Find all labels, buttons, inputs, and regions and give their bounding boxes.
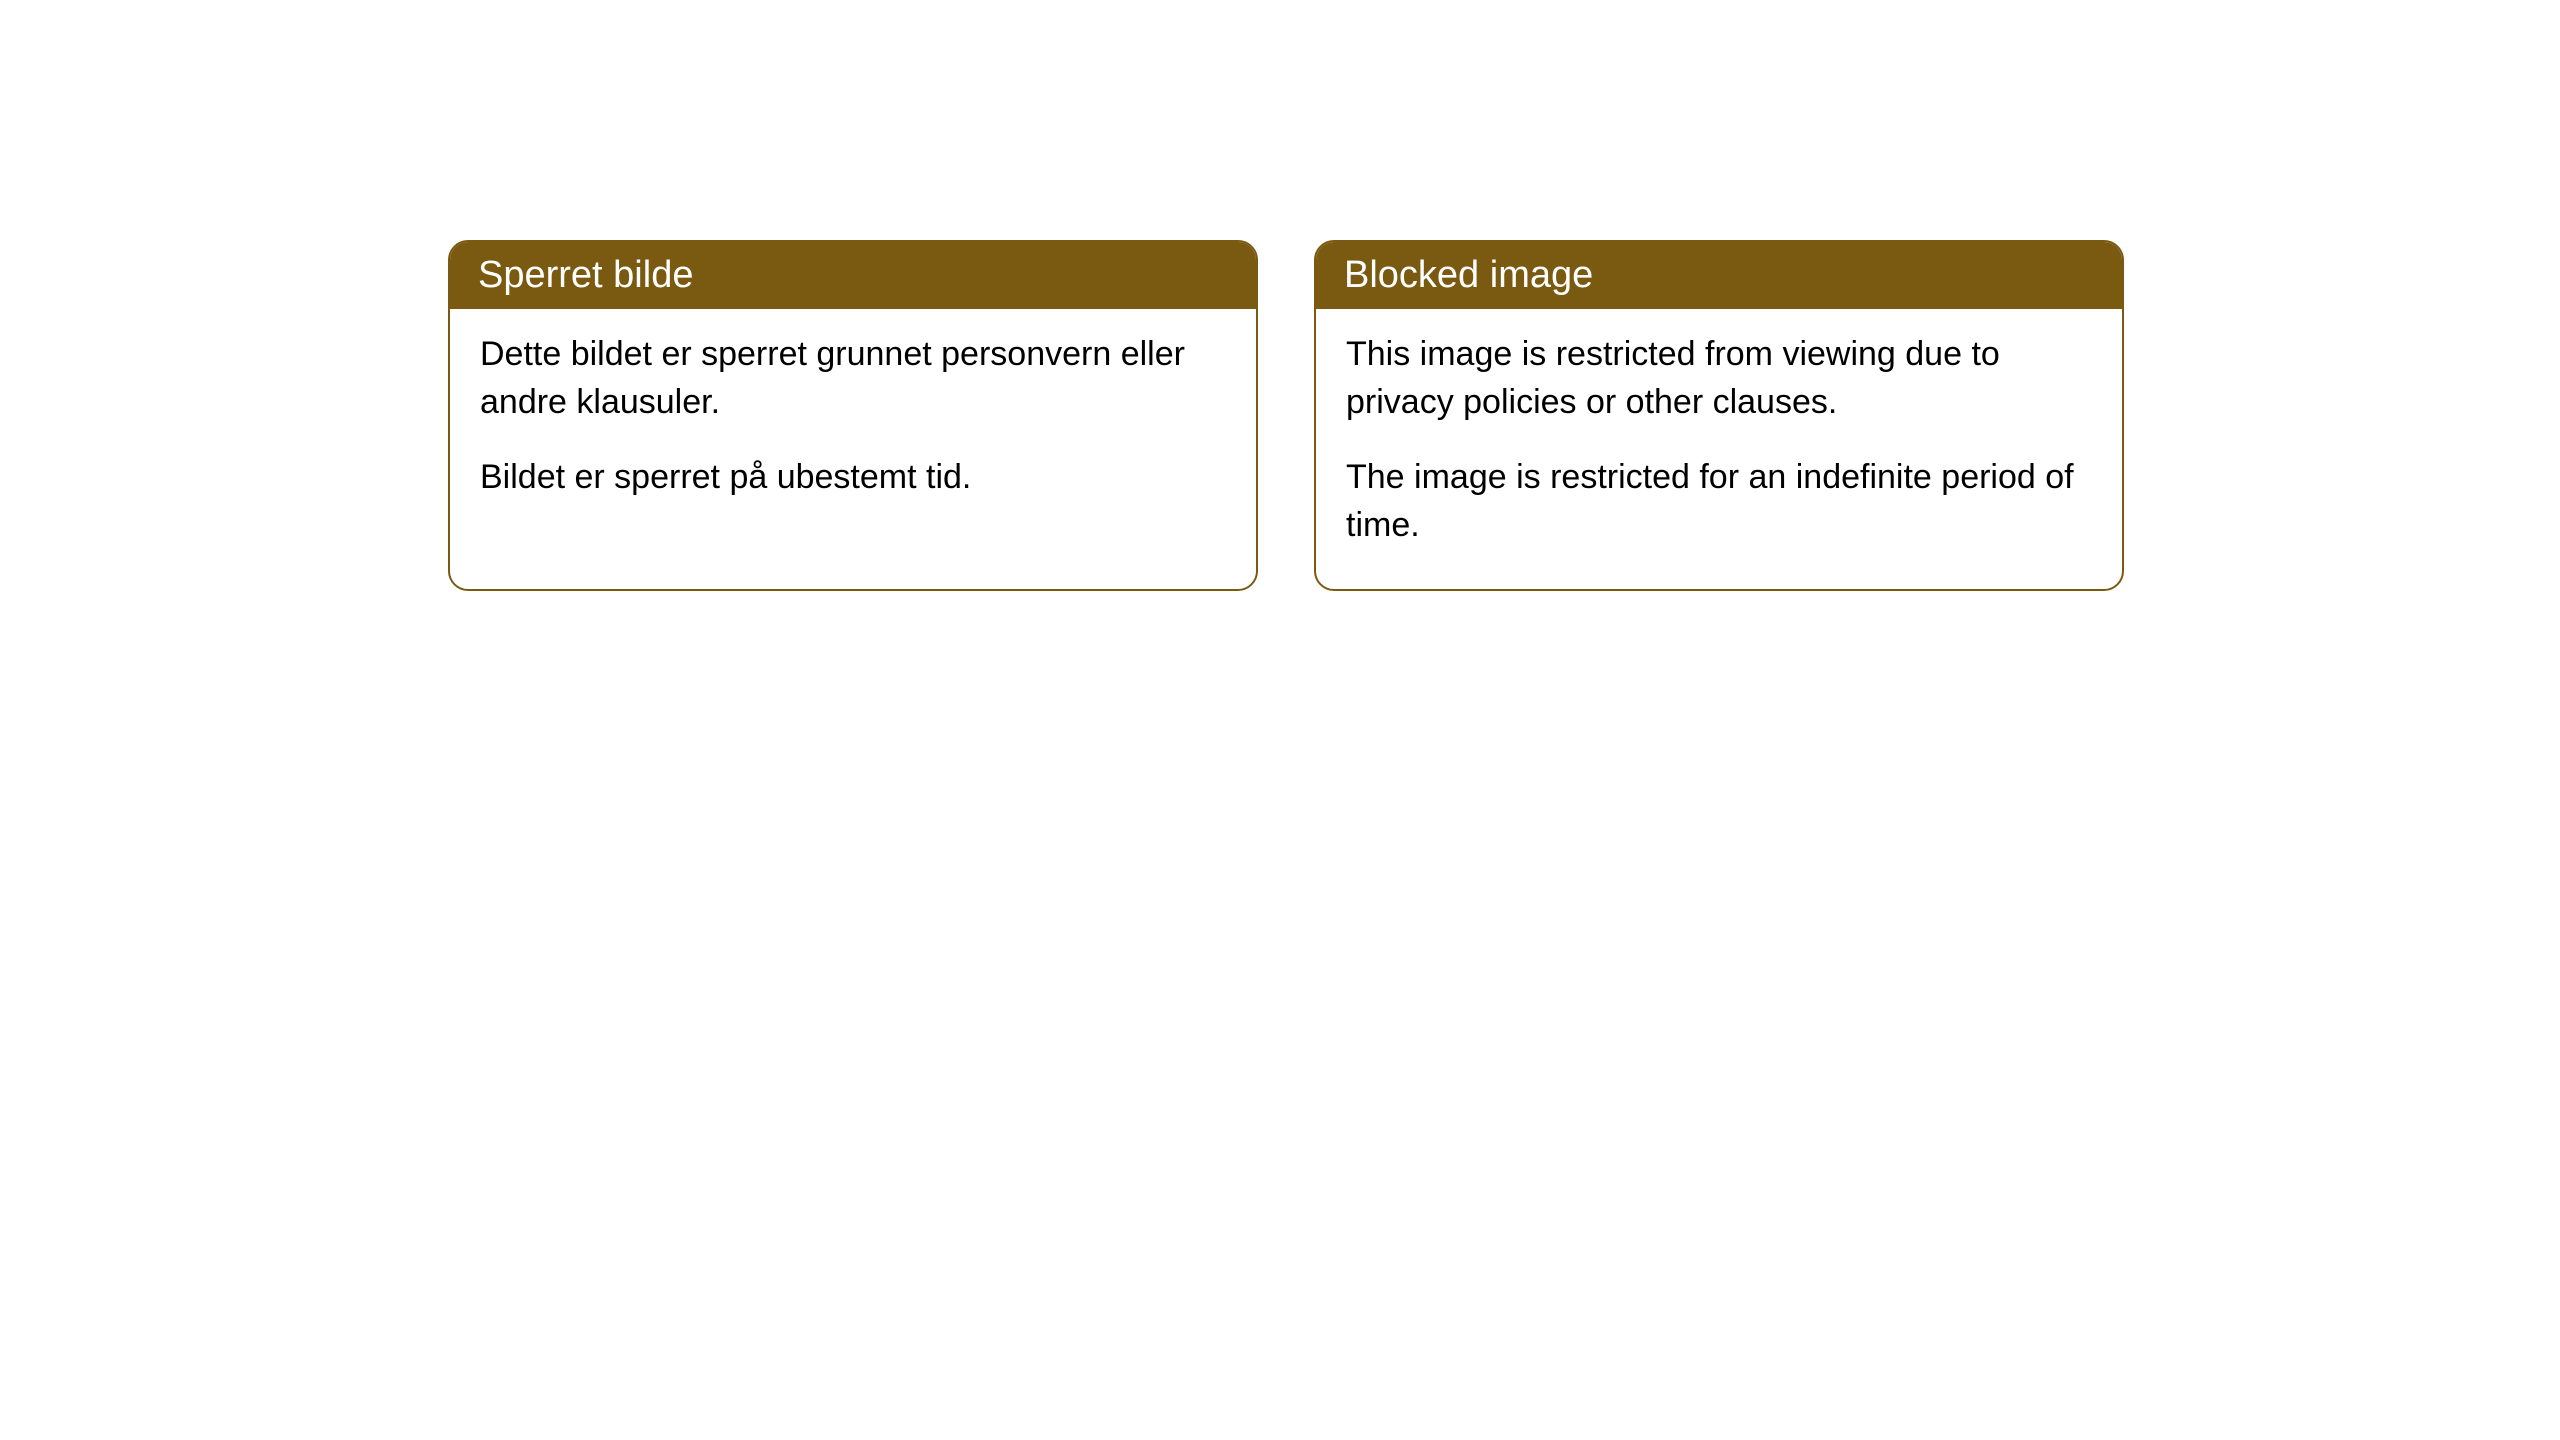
card-paragraph-1: Dette bildet er sperret grunnet personve… <box>480 331 1226 426</box>
notice-cards-container: Sperret bilde Dette bildet er sperret gr… <box>448 240 2124 591</box>
card-body: Dette bildet er sperret grunnet personve… <box>450 309 1256 542</box>
blocked-image-card-english: Blocked image This image is restricted f… <box>1314 240 2124 591</box>
card-body: This image is restricted from viewing du… <box>1316 309 2122 589</box>
blocked-image-card-norwegian: Sperret bilde Dette bildet er sperret gr… <box>448 240 1258 591</box>
card-paragraph-2: The image is restricted for an indefinit… <box>1346 454 2092 549</box>
card-paragraph-1: This image is restricted from viewing du… <box>1346 331 2092 426</box>
card-title: Blocked image <box>1316 242 2122 309</box>
card-paragraph-2: Bildet er sperret på ubestemt tid. <box>480 454 1226 502</box>
card-title: Sperret bilde <box>450 242 1256 309</box>
